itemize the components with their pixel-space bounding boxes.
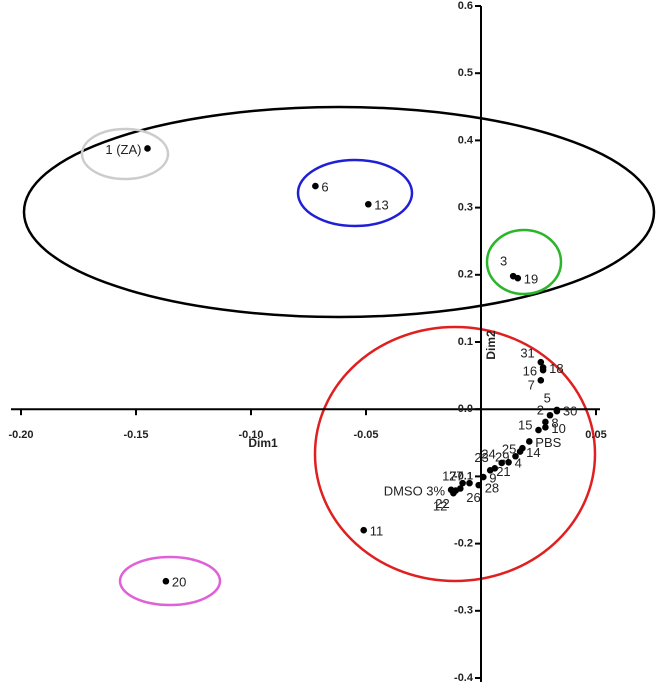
point	[480, 473, 487, 481]
point	[365, 200, 372, 208]
point-label: 20	[172, 575, 186, 590]
y-tick-label: -0.2	[454, 538, 473, 550]
point	[537, 377, 545, 384]
point-label: 22	[435, 496, 449, 511]
ellipse-black	[22, 105, 656, 319]
point-label: 9	[489, 471, 496, 486]
point-label: 16	[523, 364, 537, 379]
point-label: 14	[526, 445, 540, 460]
point	[514, 274, 522, 282]
point-label: 4	[515, 456, 522, 471]
point	[542, 418, 549, 426]
point	[498, 459, 506, 467]
point-label: 5	[544, 391, 551, 406]
point	[535, 426, 542, 434]
point	[162, 577, 170, 585]
point	[516, 448, 524, 455]
y-tick-label: 0.1	[458, 336, 473, 348]
point	[312, 182, 319, 190]
point	[459, 479, 466, 487]
ellipse-grey	[80, 127, 170, 181]
x-tick-label: -0.15	[123, 429, 148, 441]
point	[360, 526, 368, 534]
y-tick-label: -0.3	[454, 605, 473, 617]
point-label: 7	[528, 378, 535, 393]
y-tick-label: 0.5	[458, 67, 473, 79]
point-label: 26	[466, 490, 480, 505]
y-tick-label: -0.1	[454, 470, 473, 482]
point	[546, 411, 554, 419]
point	[144, 145, 151, 152]
point	[512, 452, 519, 460]
point	[553, 406, 561, 414]
point	[526, 438, 533, 445]
ellipse-green	[485, 228, 563, 296]
ellipse-blue	[296, 158, 414, 228]
point-label: DMSO 3%	[384, 483, 446, 498]
point-label: 12	[433, 499, 447, 514]
x-tick-label: -0.20	[8, 429, 33, 441]
point-label: 17	[442, 469, 456, 484]
point-label: 2	[537, 403, 544, 418]
point	[486, 467, 494, 474]
point-label: 27	[449, 469, 463, 484]
y-tick-label: 0.2	[458, 269, 473, 281]
point	[539, 364, 547, 371]
y-tick-label: 0.6	[458, 0, 473, 12]
point-label: 30	[563, 403, 577, 418]
point-label: 13	[374, 198, 388, 213]
y-tick-label: 0.0	[458, 403, 473, 415]
point	[542, 424, 549, 431]
point-label: 8	[551, 415, 558, 430]
y-tick-label: 0.3	[458, 202, 473, 214]
point-label: 28	[485, 481, 499, 496]
point-label: 24	[481, 446, 495, 461]
point-label: 3	[500, 254, 507, 269]
point-label: 15	[518, 417, 532, 432]
y-tick-label: -0.4	[454, 672, 474, 684]
point-label: 25	[502, 442, 516, 457]
point-label: 1 (ZA)	[105, 142, 141, 157]
point-label: 18	[549, 361, 563, 376]
point	[505, 458, 512, 466]
point-label: PBS	[535, 435, 561, 450]
x-tick-label: -0.05	[353, 429, 378, 441]
x-axis-title: Dim1	[248, 436, 278, 450]
point-label: 23	[474, 450, 488, 465]
x-tick-label: 0.05	[585, 429, 606, 441]
y-tick-label: 0.4	[458, 134, 474, 146]
point-label: 21	[496, 464, 510, 479]
point	[447, 486, 455, 494]
x-tick-label: -0.10	[238, 429, 263, 441]
point-label: 10	[551, 421, 565, 436]
ellipse-pink	[118, 555, 222, 607]
point	[537, 358, 545, 366]
point	[475, 481, 483, 489]
cluster-ellipses	[22, 105, 656, 607]
point-label: 6	[321, 180, 328, 195]
point-label: 19	[524, 272, 538, 287]
ellipse-red	[313, 325, 597, 583]
point	[466, 479, 473, 487]
y-axis-title: Dim2	[484, 330, 498, 360]
point-label: 31	[520, 346, 534, 361]
point-label: 11	[370, 524, 384, 539]
